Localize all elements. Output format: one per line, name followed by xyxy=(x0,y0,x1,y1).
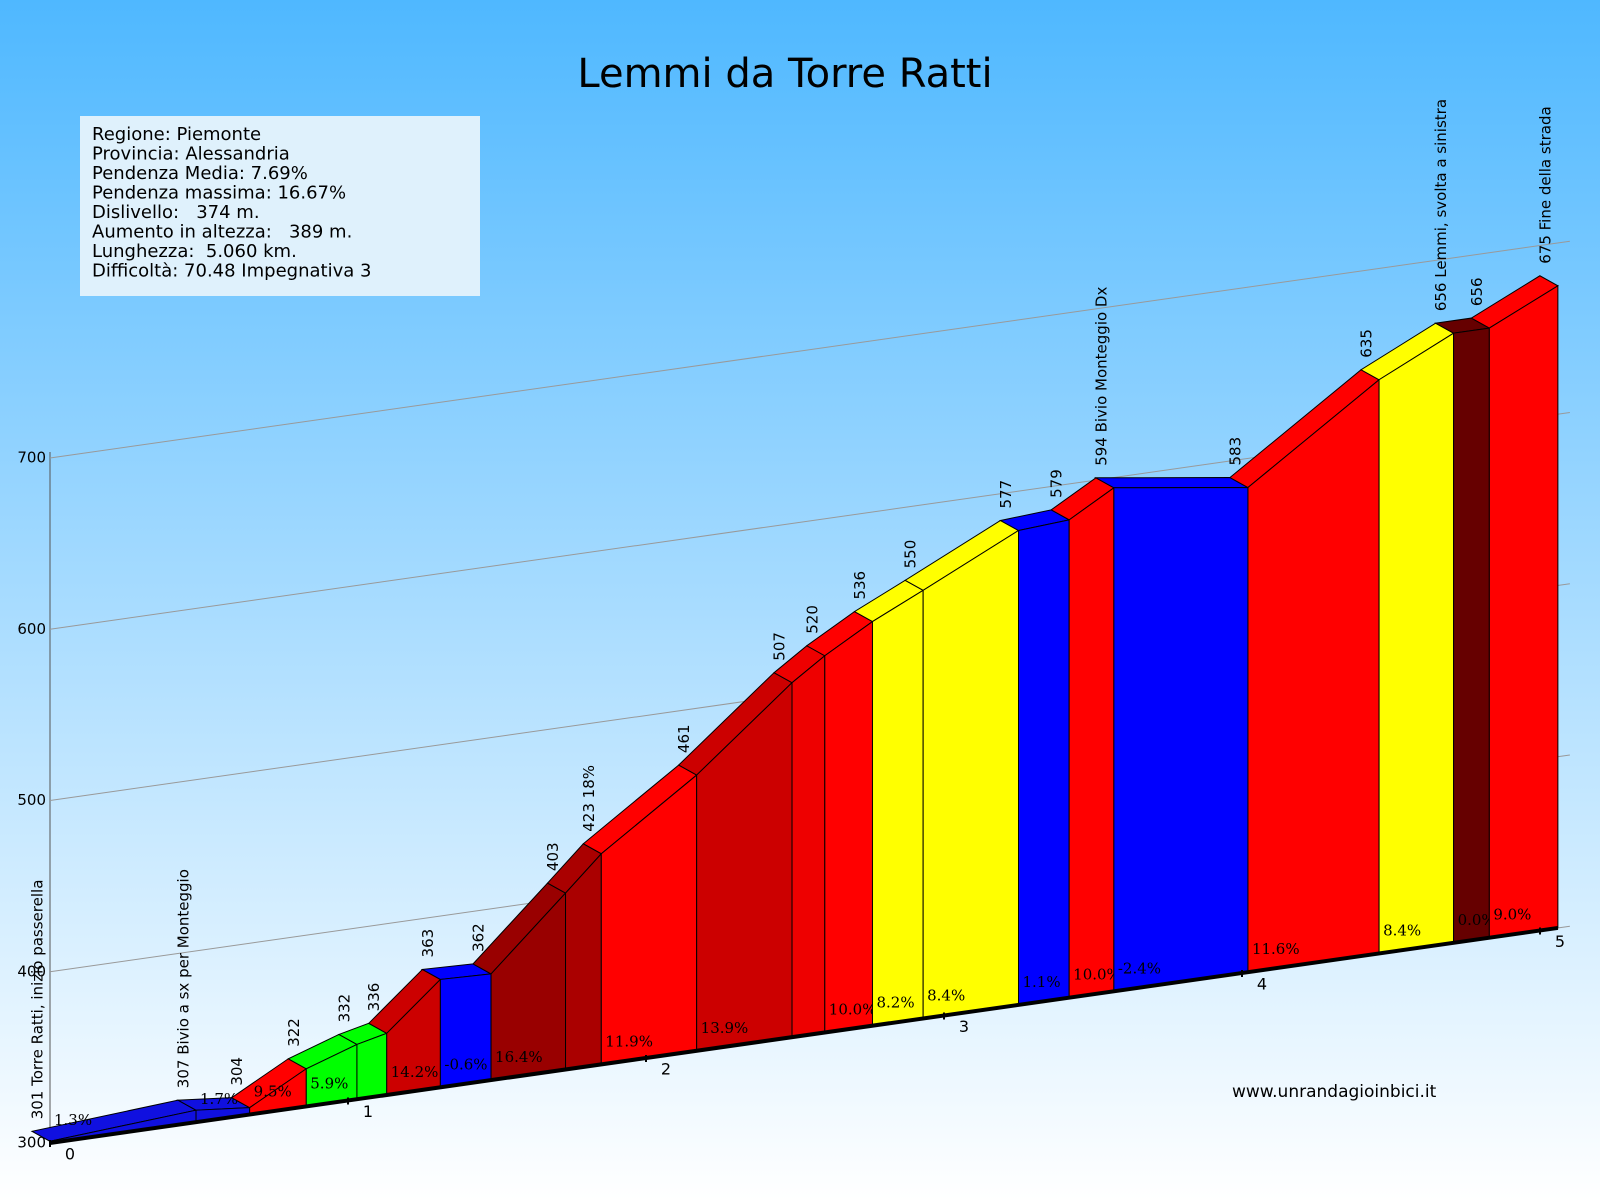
y-tick-label: 500 xyxy=(17,791,46,809)
x-tick-label: 2 xyxy=(661,1060,671,1079)
segment-top xyxy=(1093,477,1250,489)
point-label: 579 xyxy=(1048,469,1066,498)
y-tick-label: 300 xyxy=(17,1134,46,1152)
baseline xyxy=(49,925,1559,1145)
point-label: 403 xyxy=(544,842,562,871)
info-line: Lunghezza: 5.060 km. xyxy=(92,241,297,262)
gradient-label: 1.3% xyxy=(54,1111,92,1129)
segment-face xyxy=(1488,284,1559,939)
segment-face xyxy=(791,654,826,1038)
gradient-label: 11.6% xyxy=(1252,940,1300,958)
info-line: Aumento in altezza: 389 m. xyxy=(92,222,352,243)
gradient-label: 5.9% xyxy=(310,1074,348,1092)
info-line: Regione: Piemonte xyxy=(92,124,261,145)
x-tick-label: 5 xyxy=(1555,932,1565,951)
segment-face xyxy=(824,620,873,1034)
point-label: 363 xyxy=(419,929,437,958)
point-label: 550 xyxy=(902,540,920,569)
gradient-label: -0.6% xyxy=(444,1055,487,1073)
watermark: www.unrandagioinbici.it xyxy=(1232,1082,1437,1102)
grid-line xyxy=(49,240,1570,459)
point-label: 675 Fine della strada xyxy=(1536,106,1554,263)
point-label: 536 xyxy=(851,571,869,600)
gradient-label: 9.0% xyxy=(1493,906,1531,924)
point-label: 656 Lemmi, svolta a sinistra xyxy=(1432,99,1450,311)
gradient-label: 1.1% xyxy=(1023,973,1061,991)
gradient-label: 8.4% xyxy=(1383,921,1421,939)
x-tick-label: 4 xyxy=(1257,975,1267,994)
point-label: 656 xyxy=(1468,277,1486,306)
point-label: 332 xyxy=(335,994,353,1023)
segment-face xyxy=(1018,519,1070,1006)
gradient-label: 10.0% xyxy=(1073,966,1121,984)
point-label: 423 18% xyxy=(580,765,598,832)
segment-face xyxy=(356,1032,388,1100)
info-line: Provincia: Alessandria xyxy=(92,144,290,165)
point-label: 322 xyxy=(285,1018,303,1047)
gradient-label: 11.9% xyxy=(605,1032,653,1050)
segment-face xyxy=(1378,332,1455,955)
segment-face xyxy=(922,529,1019,1020)
point-label: 520 xyxy=(803,605,821,634)
y-tick-label: 600 xyxy=(17,620,46,638)
point-label: 635 xyxy=(1358,329,1376,358)
gradient-label: 0.0% xyxy=(1458,911,1496,929)
gradient-label: 13.9% xyxy=(701,1019,749,1037)
y-tick-label: 400 xyxy=(17,962,46,980)
point-label: 507 xyxy=(771,632,789,661)
x-tick-label: 3 xyxy=(959,1017,969,1036)
info-line: Pendenza Media: 7.69% xyxy=(92,163,308,184)
gradient-label: 8.4% xyxy=(927,986,965,1004)
point-label: 336 xyxy=(365,983,383,1012)
point-label: 583 xyxy=(1226,437,1244,466)
info-line: Difficoltà: 70.48 Impegnativa 3 xyxy=(92,261,371,282)
info-line: Pendenza massima: 16.67% xyxy=(92,183,346,204)
point-label: 362 xyxy=(470,923,488,952)
segment-face xyxy=(871,589,924,1027)
segment-face xyxy=(1453,327,1490,944)
info-box xyxy=(80,116,480,296)
gradient-label: 16.4% xyxy=(495,1048,543,1066)
gradient-label: -2.4% xyxy=(1118,959,1161,977)
gradient-label: 1.7% xyxy=(200,1090,238,1108)
point-label: 577 xyxy=(997,480,1015,509)
segment-face xyxy=(1113,487,1249,992)
gradient-label: 9.5% xyxy=(254,1083,292,1101)
y-tick-label: 700 xyxy=(17,449,46,467)
gradient-label: 14.2% xyxy=(391,1063,439,1081)
x-tick-label: 0 xyxy=(65,1145,75,1164)
chart-title: Lemmi da Torre Ratti xyxy=(577,51,992,97)
segment-face xyxy=(1068,486,1115,999)
gradient-label: 8.2% xyxy=(876,994,914,1012)
point-label: 307 Bivio a sx per Monteggio xyxy=(175,869,193,1088)
point-label: 301 Torre Ratti, inizio passerella xyxy=(29,880,47,1120)
point-label: 594 Bivio Monteggio Dx xyxy=(1092,287,1110,466)
point-label: 304 xyxy=(228,1057,246,1086)
x-tick-label: 1 xyxy=(363,1102,373,1121)
info-line: Dislivello: 374 m. xyxy=(92,202,260,223)
gradient-label: 10.0% xyxy=(829,1001,877,1019)
point-label: 461 xyxy=(675,724,693,753)
